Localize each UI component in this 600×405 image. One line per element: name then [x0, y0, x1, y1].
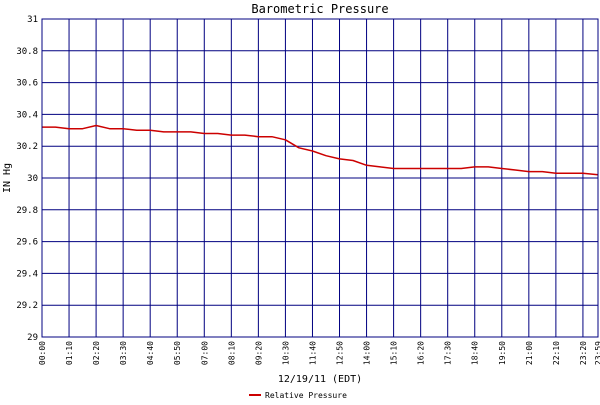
- y-tick-label: 29.6: [16, 238, 38, 248]
- x-tick-label: 23:20: [579, 341, 588, 365]
- y-tick-label: 29.2: [16, 301, 38, 311]
- legend: Relative Pressure: [249, 391, 347, 400]
- chart-title: Barometric Pressure: [251, 2, 388, 16]
- y-tick-label: 29: [27, 333, 38, 343]
- series-line: [42, 124, 599, 176]
- x-tick-label: 02:20: [92, 341, 101, 365]
- x-tick-label: 08:10: [227, 341, 236, 365]
- y-tick-label: 30.4: [16, 110, 38, 120]
- plot-frame: [41, 18, 599, 338]
- x-tick-label: 03:30: [119, 341, 128, 365]
- y-tick-label: 29.8: [16, 206, 38, 216]
- legend-label: Relative Pressure: [265, 391, 347, 400]
- y-tick-label: 31: [27, 15, 38, 25]
- x-tick-label: 05:50: [173, 341, 182, 365]
- y-tick-label: 30.8: [16, 47, 38, 57]
- x-tick-label: 22:10: [552, 341, 561, 365]
- y-tick-label: 30.6: [16, 79, 38, 89]
- x-tick-label: 19:50: [498, 341, 507, 365]
- x-tick-label: 21:00: [525, 341, 534, 365]
- x-tick-label: 04:40: [146, 341, 155, 365]
- x-tick-label: 17:30: [444, 341, 453, 365]
- y-tick-label: 29.4: [16, 269, 38, 279]
- x-tick-label: 23:59: [594, 341, 600, 365]
- x-tick-label: 09:20: [254, 341, 263, 365]
- x-axis-ticks: 00:00 01:10 02:20 03:30 04:40 05:50 07:00 08:10…: [38, 341, 600, 365]
- x-tick-label: 01:10: [65, 341, 74, 365]
- x-tick-label: 18:40: [471, 341, 480, 365]
- series-layer: [42, 124, 599, 176]
- x-tick-label: 07:00: [200, 341, 209, 365]
- y-tick-label: 30: [27, 174, 38, 184]
- x-axis-label: 12/19/11 (EDT): [278, 374, 362, 385]
- x-tick-label: 14:00: [363, 341, 372, 365]
- x-tick-label: 11:40: [308, 341, 317, 365]
- x-tick-label: 15:10: [390, 341, 399, 365]
- x-tick-label: 10:30: [281, 341, 290, 365]
- y-tick-label: 30.2: [16, 142, 38, 152]
- y-axis-ticks: 29 29.2 29.4 29.6 29.8 30 30.2 30.4 30.6 30.8 31: [16, 15, 38, 343]
- y-axis-label: IN Hg: [2, 163, 13, 193]
- x-tick-label: 00:00: [38, 341, 47, 365]
- x-tick-label: 12:50: [336, 341, 345, 365]
- x-tick-label: 16:20: [417, 341, 426, 365]
